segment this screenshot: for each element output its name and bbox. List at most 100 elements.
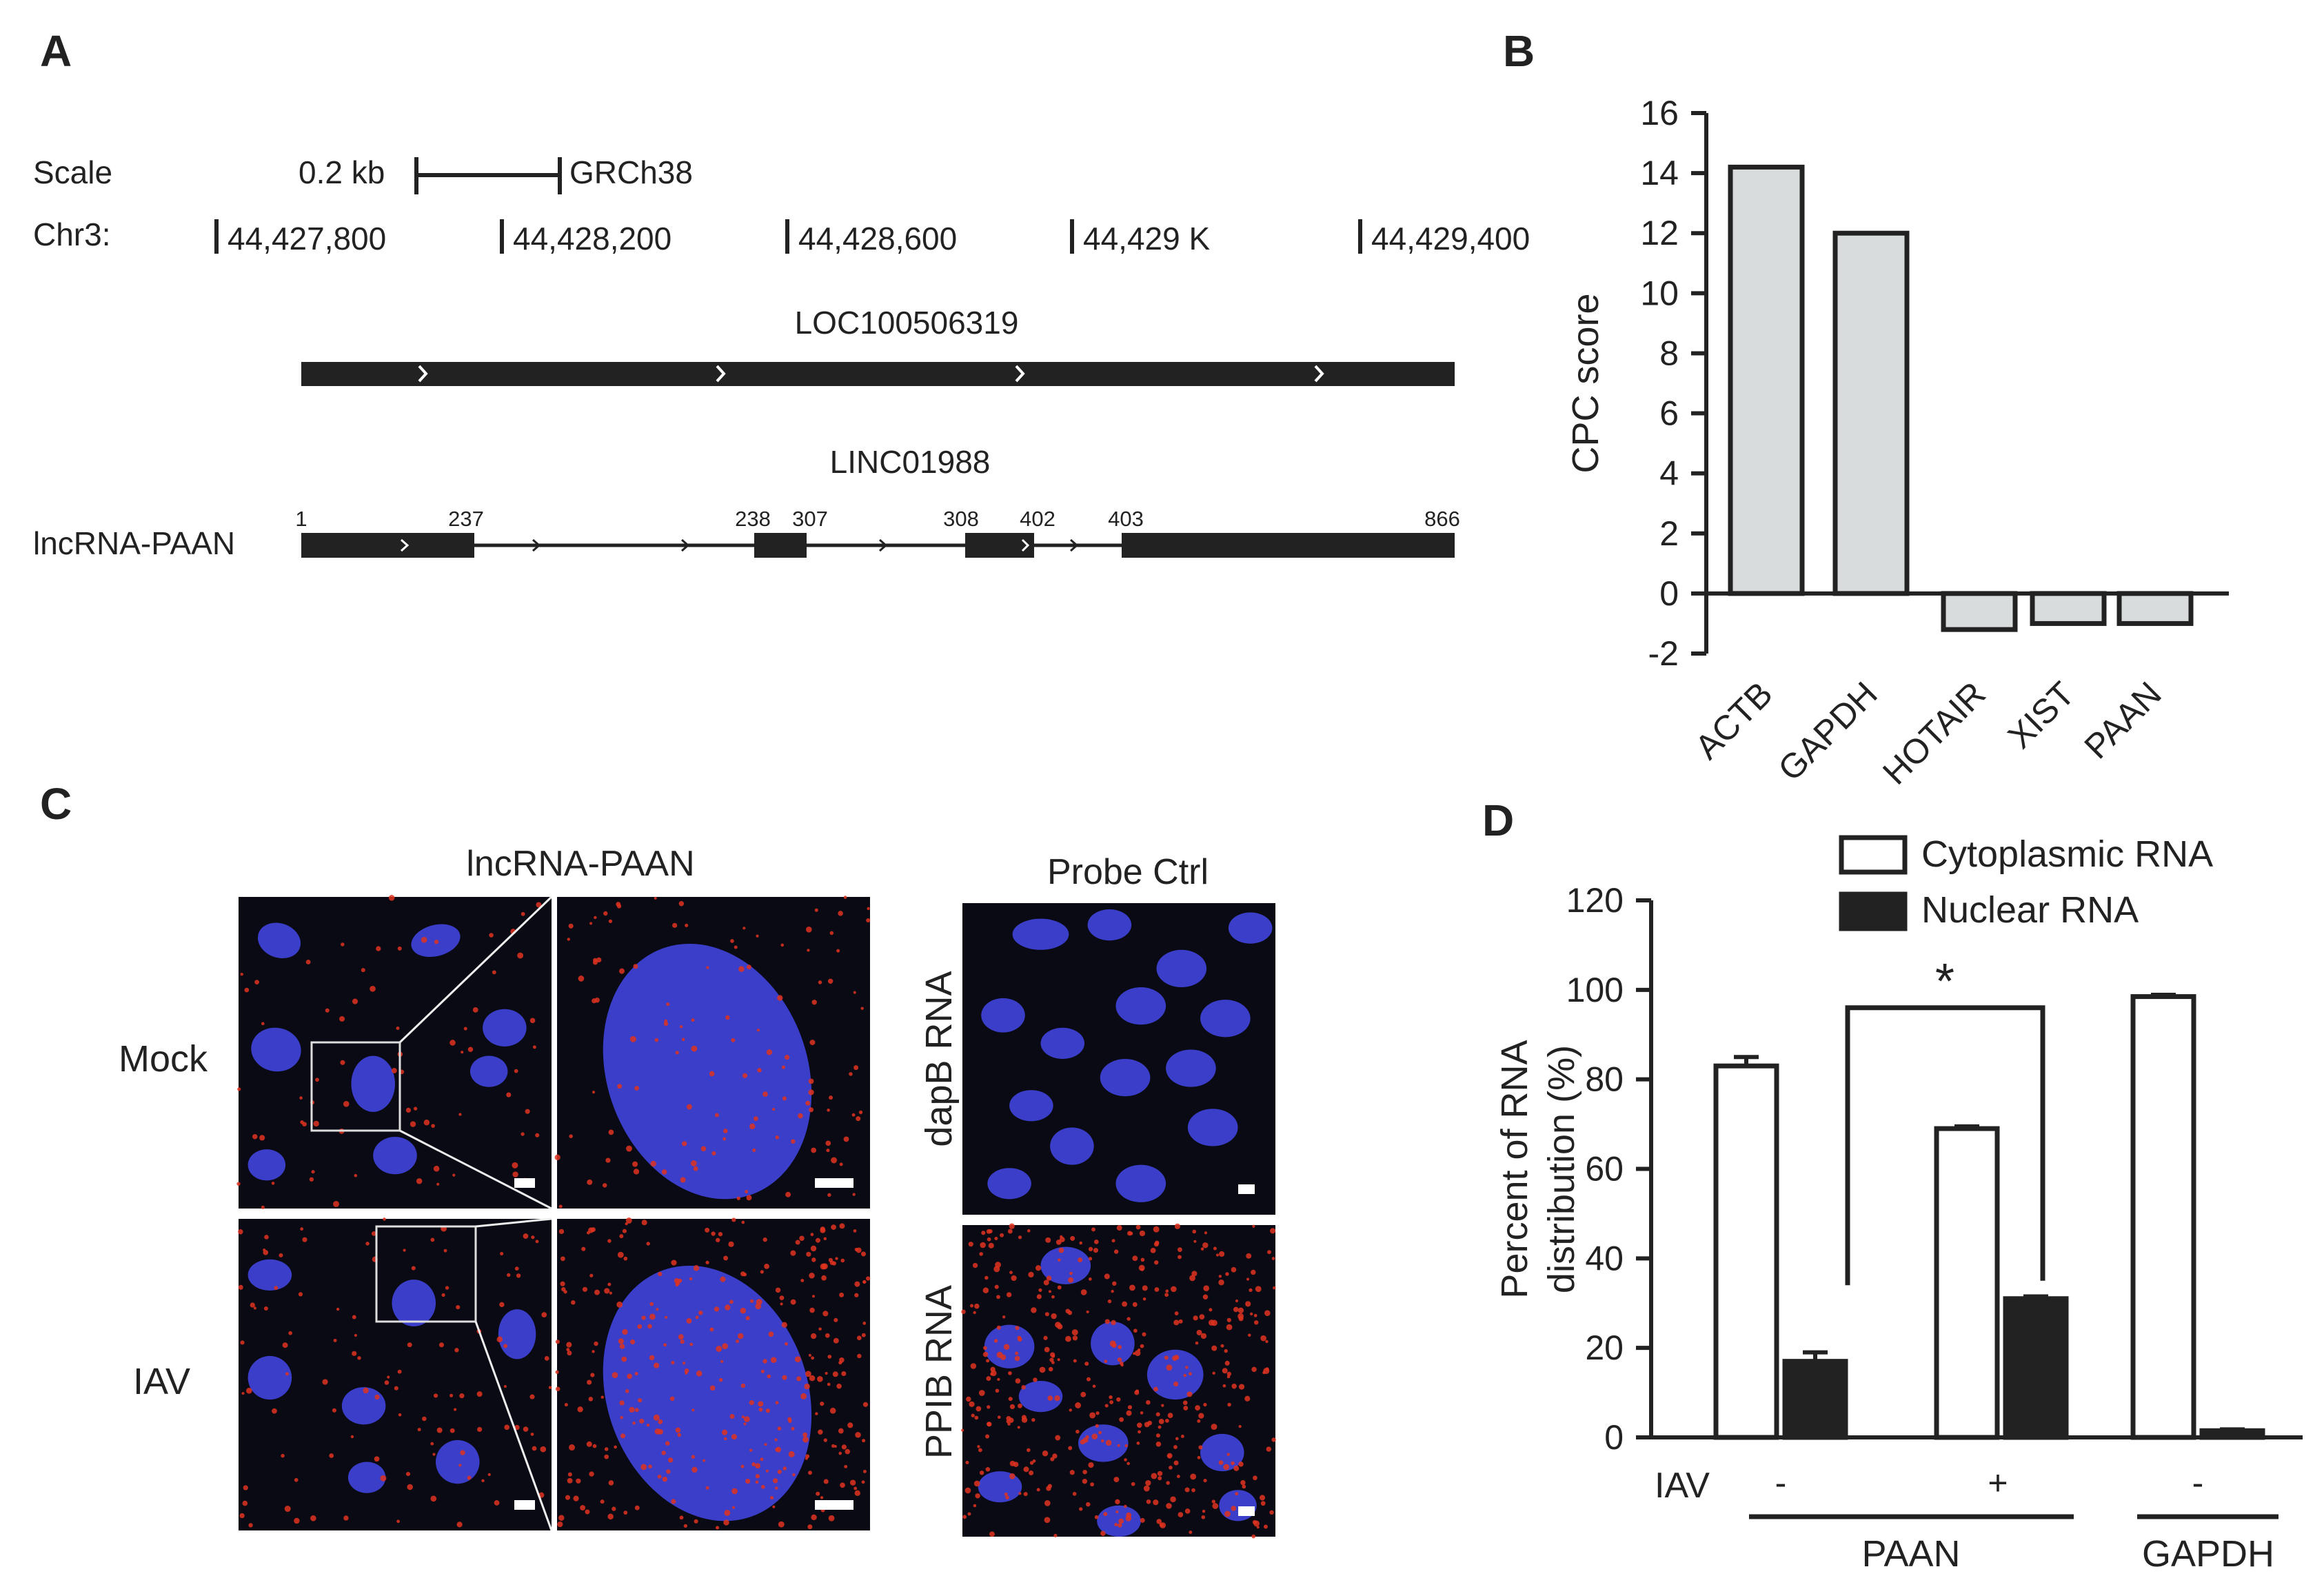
mock-zoom-image [554,896,871,1209]
rna-dot [773,1478,778,1484]
rna-dot [1190,1473,1197,1480]
rna-dot [531,1235,535,1240]
rna-dot [1065,1335,1071,1342]
rna-dot [1235,1299,1239,1303]
rna-dot [352,1351,357,1356]
rna-dot [825,1140,831,1146]
rna-dot [743,1416,750,1422]
rna-dot [1218,1280,1224,1286]
rna-dot [481,1479,485,1483]
exon-4 [1122,533,1455,558]
rna-dot [1127,1405,1133,1410]
nucleus [341,1387,386,1425]
rna-dot [607,1282,612,1286]
rna-dot [252,1134,258,1140]
rna-dot [1000,1233,1004,1237]
scale-label: Scale [33,154,112,190]
rna-dot [363,1387,369,1394]
rna-dot [849,1479,856,1486]
rna-dot [981,1231,986,1235]
rna-dot [649,1302,654,1306]
rna-dot [592,1091,596,1094]
rna-dot [1109,1395,1113,1399]
rna-dot [1251,1269,1256,1275]
rna-dot [1215,1253,1220,1257]
rna-dot [1057,1324,1063,1330]
rna-dot [716,1237,720,1242]
rna-dot [1140,1257,1145,1262]
rna-dot [1226,1324,1233,1331]
scale-bar [815,1178,853,1188]
rna-dot [799,1235,805,1242]
rna-dot [731,1217,736,1222]
rna-dot [1043,1335,1048,1340]
rna-dot [352,998,358,1004]
nucleus [1040,1246,1091,1284]
rna-dot [288,1331,292,1335]
rna-dot [430,1442,434,1446]
rna-dot [811,1514,817,1521]
rna-dot [1043,1280,1049,1286]
rna-dot [1265,1367,1269,1371]
rna-dot [514,1424,520,1431]
rna-dot [1008,1397,1013,1402]
rna-dot [826,1149,830,1153]
rna-dot [969,1304,974,1308]
rna-dot [668,1457,674,1463]
rna-dot [729,1414,735,1419]
rna-dot [530,1433,534,1436]
rna-dot [756,934,759,938]
rna-dot [421,936,427,943]
rna-dot [563,1290,567,1294]
coordinate-ticks [214,219,1362,254]
rna-dot [1226,1317,1231,1322]
rna-dot [1111,1239,1115,1243]
rna-dot [529,1018,536,1024]
rna-dot [634,1371,638,1376]
rna-dot [742,927,746,930]
rna-dot [807,949,810,952]
rna-dot [724,1510,731,1516]
rna-dot [259,1135,265,1141]
rna-dot [663,1343,667,1347]
nucleus [251,1027,301,1072]
rna-dot [433,1165,440,1172]
rna-dot [525,1109,530,1114]
rna-dot [1111,1320,1116,1326]
rna-dot [1015,1326,1020,1331]
rna-dot [723,1519,729,1526]
rna-dot [857,1353,862,1359]
rna-dot [238,1284,243,1290]
rna-dot [693,1166,698,1171]
rna-dot [305,960,311,964]
rna-dot [1091,1227,1096,1232]
rna-dot [1068,1277,1074,1283]
rna-dot [1195,1341,1199,1345]
rna-dot [648,1464,652,1468]
rna-dot [679,1515,684,1520]
rna-dot [535,1240,539,1244]
rna-dot [423,1120,430,1126]
rna-dot [1197,1455,1201,1459]
rna-dot [1200,1333,1207,1340]
rna-dot [849,1072,853,1076]
panel-letter-a: A [40,26,72,76]
rna-dot [770,1357,777,1363]
rna-dot [544,1356,549,1361]
rna-dot [1098,1431,1102,1435]
rna-dot [1211,1424,1217,1431]
bar [2116,591,2194,626]
y-tick-label: 16 [1640,94,1679,132]
rna-dot [1088,1277,1092,1281]
rna-dot [1086,1377,1091,1382]
rna-dot [1203,1402,1207,1407]
rna-dot [662,1476,668,1482]
rna-dot [961,1428,964,1432]
rna-dot [577,1406,583,1413]
rna-dot [987,1422,992,1427]
rna-dot [1044,1499,1051,1506]
rna-dot [1174,1223,1180,1229]
rna-dot [1088,1257,1093,1261]
rna-dot [554,1154,560,1160]
